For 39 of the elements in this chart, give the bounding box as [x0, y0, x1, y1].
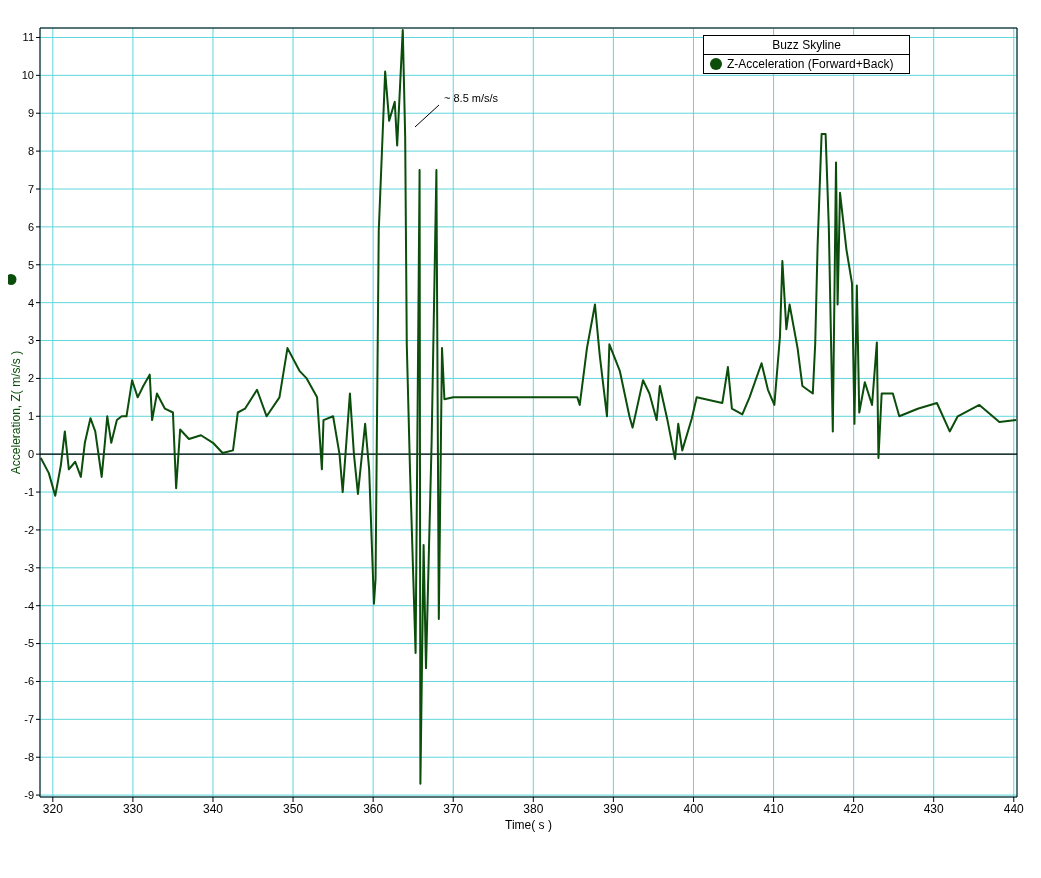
y-tick-label: -7	[24, 713, 34, 726]
y-tick-label: -1	[24, 485, 34, 498]
y-tick-label: -3	[24, 561, 34, 574]
y-tick-label: -8	[24, 751, 34, 764]
y-tick-label: 9	[27, 107, 34, 120]
x-tick-label: 410	[763, 801, 784, 816]
x-tick-label: 390	[603, 801, 624, 816]
x-tick-label: 330	[122, 801, 144, 816]
x-tick-label: 440	[1003, 801, 1025, 816]
y-tick-label: -4	[24, 599, 34, 612]
y-tick-label: 3	[27, 334, 34, 347]
annotation: ~ 8.5 m/s/s	[444, 92, 499, 104]
x-tick-label: 420	[843, 801, 864, 816]
x-tick-label: 370	[443, 801, 464, 816]
y-tick-label: -6	[24, 675, 34, 688]
y-tick-label: 5	[27, 258, 34, 271]
y-tick-label: 0	[27, 448, 34, 461]
x-tick-label: 400	[683, 801, 704, 816]
legend-label: Z-Acceleration (Forward+Back)	[727, 57, 894, 71]
x-tick-label: 320	[42, 801, 64, 816]
y-tick-label: -2	[24, 523, 34, 536]
x-axis-title: Time( s )	[505, 818, 552, 832]
x-tick-label: 380	[523, 801, 544, 816]
y-tick-label: -9	[24, 789, 34, 802]
y-axis-title: Acceleration, Z( m/s/s )	[9, 350, 23, 475]
x-tick-label: 350	[283, 801, 304, 816]
y-tick-label: 11	[22, 31, 34, 44]
y-tick-label: 4	[27, 296, 34, 309]
y-tick-label: 8	[27, 145, 34, 158]
y-tick-label: 6	[27, 220, 34, 233]
y-tick-label: 1	[27, 410, 34, 423]
legend-title: Buzz Skyline	[771, 37, 842, 54]
x-tick-label: 340	[202, 801, 224, 816]
y-tick-label: 10	[21, 69, 34, 82]
y-tick-label: -5	[24, 637, 34, 650]
y-tick-label: 7	[27, 182, 34, 195]
y-tick-label: 2	[27, 372, 34, 385]
x-tick-label: 430	[923, 801, 945, 816]
x-tick-label: 360	[363, 801, 384, 816]
